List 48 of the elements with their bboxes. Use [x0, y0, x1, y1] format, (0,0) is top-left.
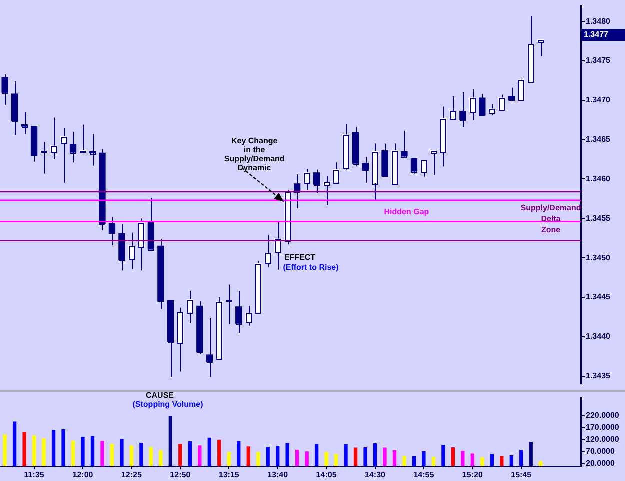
y-tick-label: 1.3470: [586, 96, 612, 105]
y-tick-label: 120.0000: [586, 435, 620, 444]
x-tick-label: 11:35: [24, 470, 45, 480]
candlestick: [450, 96, 457, 120]
x-tick-label: 13:40: [268, 470, 289, 480]
x-tick-label: 14:30: [365, 470, 386, 480]
candlestick: [323, 176, 330, 206]
y-tick-label: 1.3460: [586, 174, 612, 184]
y-tick-label: 1.3475: [586, 56, 612, 66]
candlestick: [430, 150, 438, 176]
annotation: (Stopping Volume): [132, 400, 204, 410]
x-tick-label: 15:45: [511, 470, 532, 480]
y-tick-label: 20.0000: [586, 459, 616, 468]
x-tick-label: 12:25: [121, 470, 142, 480]
candlestick: [342, 124, 350, 170]
candlestick: [108, 216, 116, 246]
ref-line-label: Hidden Gap: [384, 207, 430, 216]
y-tick-label: 1.3465: [586, 135, 612, 144]
y-tick-label: 1.3450: [586, 253, 612, 262]
candlestick: [128, 232, 136, 270]
candlestick: [177, 307, 184, 372]
candlestick: [264, 234, 272, 268]
x-tick-label: 12:50: [170, 470, 192, 480]
annotation: CAUSE: [146, 391, 175, 400]
annotation: EFFECT: [284, 253, 316, 262]
x-tick-label: 14:05: [316, 470, 338, 480]
candlestick: [226, 284, 232, 325]
candlestick: [508, 87, 515, 101]
x-tick-label: 14:55: [414, 470, 435, 480]
x-tick-label: 12:00: [72, 470, 94, 480]
candlestick: [469, 88, 476, 121]
candlestick: [528, 16, 534, 83]
annotation: (Effort to Rise): [283, 263, 340, 272]
y-tick-label: 1.3440: [586, 332, 612, 342]
candlestick: [40, 142, 48, 174]
y-tick-label: 1.3455: [586, 214, 612, 223]
x-tick-label: 15:20: [462, 470, 484, 480]
text: 1.3477: [584, 30, 610, 40]
y-tick-label: 1.3445: [586, 292, 612, 302]
y-tick-label: 1.3435: [586, 372, 612, 381]
candlestick: [274, 221, 282, 270]
annotation: Key Change in the Supply/Demand Dynamic: [224, 136, 285, 173]
y-tick-label: 220.0000: [586, 411, 620, 420]
y-tick-label: 1.3480: [586, 16, 612, 26]
candlestick: [362, 156, 369, 184]
x-tick-label: 13:15: [218, 470, 240, 480]
y-tick-label: 170.0000: [586, 423, 620, 432]
y-tick-label: 70.0000: [586, 447, 616, 456]
